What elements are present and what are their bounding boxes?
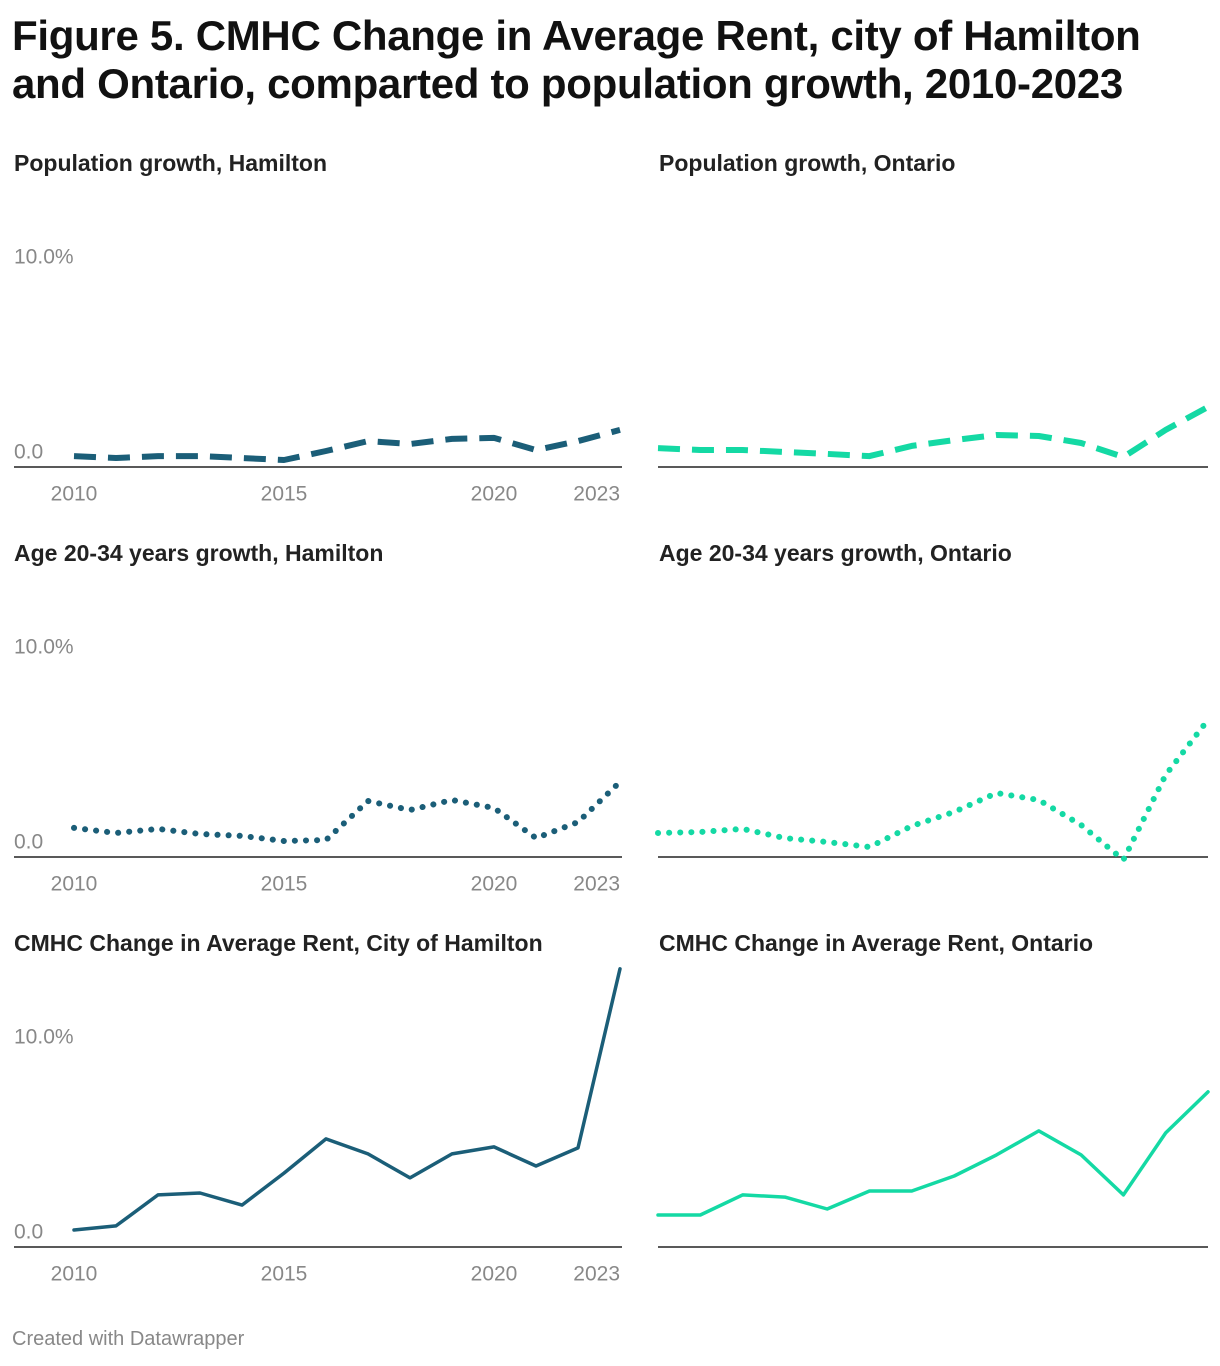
panel-title: Age 20-34 years growth, Ontario (659, 540, 1012, 566)
panel-title: Population growth, Hamilton (14, 150, 327, 176)
y-tick-label: 0.0 (14, 441, 43, 464)
x-tick-label: 2015 (261, 873, 308, 896)
data-line (71, 778, 623, 844)
y-tick-label: 0.0 (14, 1221, 43, 1244)
x-tick-label: 2015 (261, 483, 308, 506)
figure-title: Figure 5. CMHC Change in Average Rent, c… (12, 12, 1141, 107)
data-line (73, 427, 621, 463)
x-tick-label: 2020 (471, 1263, 518, 1286)
data-line (655, 716, 1211, 863)
x-tick-label: 2023 (573, 873, 620, 896)
credit: Created with Datawrapper (12, 1328, 245, 1350)
x-tick-label: 2020 (471, 873, 518, 896)
x-tick-label: 2023 (573, 483, 620, 506)
y-tick-label: 10.0% (14, 1025, 74, 1048)
panel-title: CMHC Change in Average Rent, Ontario (659, 930, 1093, 956)
panel-title: Age 20-34 years growth, Hamilton (14, 540, 383, 566)
data-line (657, 404, 1210, 460)
x-tick-label: 2010 (51, 483, 98, 506)
x-tick-label: 2010 (51, 1263, 98, 1286)
data-line (72, 967, 622, 1232)
x-tick-label: 2020 (471, 483, 518, 506)
data-line (656, 1090, 1210, 1217)
y-tick-label: 10.0% (14, 635, 74, 658)
x-tick-label: 2010 (51, 873, 98, 896)
x-tick-label: 2015 (261, 1263, 308, 1286)
x-tick-label: 2023 (573, 1263, 620, 1286)
y-tick-label: 10.0% (14, 245, 74, 268)
y-tick-label: 0.0 (14, 831, 43, 854)
panel-title: Population growth, Ontario (659, 150, 955, 176)
panel-title: CMHC Change in Average Rent, City of Ham… (14, 930, 543, 956)
